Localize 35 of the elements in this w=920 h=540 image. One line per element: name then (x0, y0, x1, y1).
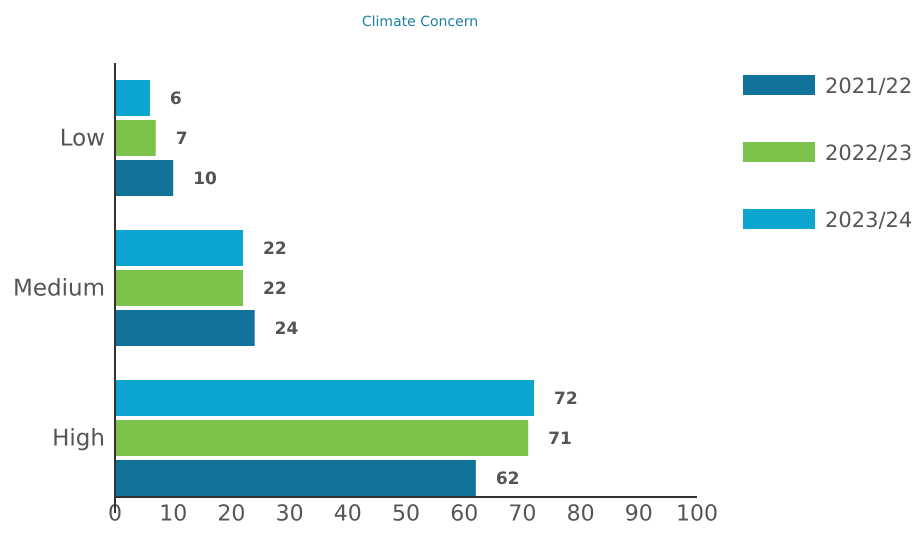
bar (115, 270, 244, 306)
legend-label: 2022/23 (825, 141, 912, 165)
data-label: 22 (263, 239, 287, 259)
bar (115, 460, 476, 496)
x-tick-label: 10 (159, 502, 188, 527)
x-tick-label: 100 (676, 502, 718, 527)
bar (115, 380, 534, 416)
data-label: 10 (193, 169, 218, 189)
bar (115, 420, 528, 456)
chart-title: Climate Concern (362, 14, 478, 30)
data-label: 62 (496, 469, 520, 489)
x-tick-label: 70 (508, 502, 536, 527)
x-tick-label: 20 (217, 502, 246, 527)
bar (115, 160, 174, 196)
x-tick-label: 50 (392, 502, 420, 527)
x-tick-label: 90 (624, 502, 653, 527)
y-tick-label: Low (60, 125, 105, 152)
data-label: 24 (274, 319, 299, 339)
data-label: 6 (170, 89, 182, 109)
y-tick-label: High (52, 425, 105, 452)
x-tick-label: 40 (334, 502, 362, 527)
x-tick-label: 60 (450, 502, 478, 527)
bar (115, 230, 244, 266)
data-label: 22 (263, 279, 287, 299)
x-tick-label: 30 (276, 502, 304, 527)
y-tick-label: Medium (13, 275, 105, 302)
legend-label: 2021/22 (825, 74, 912, 98)
bar (115, 310, 255, 346)
bar (115, 80, 150, 116)
data-label: 71 (548, 429, 572, 449)
data-label: 7 (176, 129, 188, 149)
legend-label: 2023/24 (825, 208, 912, 232)
bar (115, 120, 156, 156)
data-label: 72 (554, 389, 578, 409)
x-tick-label: 80 (566, 502, 595, 527)
